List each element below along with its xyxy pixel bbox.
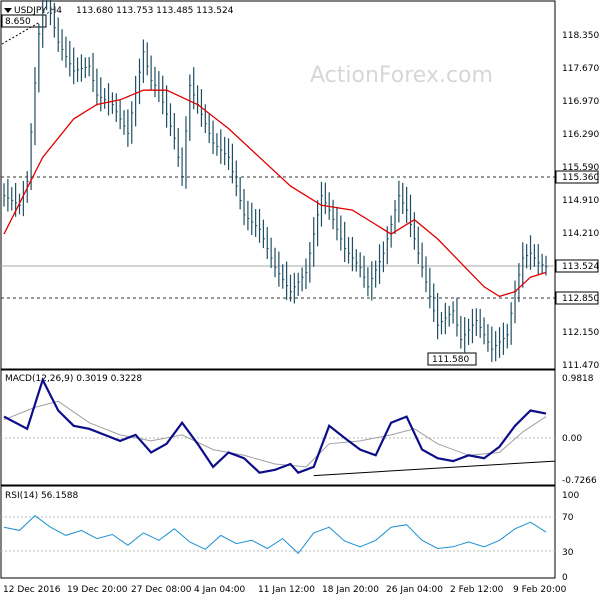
- price-tick: 115.590: [562, 163, 599, 173]
- price-label-box: [555, 259, 599, 273]
- time-tick: 11 Jan 12:00: [258, 585, 315, 595]
- time-tick: 4 Jan 04:00: [194, 585, 246, 595]
- price-tick: 117.670: [562, 64, 599, 74]
- macd-title: MACD(12,26,9) 0.3019 0.3228: [5, 374, 142, 384]
- collapse-triangle-icon[interactable]: [4, 8, 12, 13]
- price-tick: 114.210: [562, 229, 599, 239]
- moving-average-line: [3, 89, 547, 298]
- macd-panel: [0, 369, 556, 486]
- rsi-panel: [0, 485, 556, 579]
- rsi-tick: 30: [562, 548, 574, 558]
- price-tick: 118.350: [562, 31, 599, 41]
- price-tick: 114.910: [562, 196, 599, 206]
- time-tick: 18 Jan 20:00: [322, 585, 379, 595]
- macd-line: [3, 377, 547, 474]
- price-axis: 118.350 117.670 116.970 116.290 115.590 …: [562, 31, 599, 371]
- annotation-leader: [1, 21, 41, 45]
- macd-tick: -0.7266: [562, 476, 597, 486]
- time-tick: 12 Dec 2016: [3, 585, 61, 595]
- watermark: ActionForex.com: [310, 63, 493, 88]
- price-tick: 111.470: [562, 361, 599, 371]
- macd-tick: 0.00: [562, 434, 582, 444]
- time-tick: 9 Feb 20:00: [513, 585, 567, 595]
- rsi-tick: 100: [562, 491, 579, 501]
- rsi-tick: 70: [562, 513, 574, 523]
- price-tick: 112.150: [562, 328, 599, 338]
- macd-trendline: [313, 460, 556, 477]
- price-label-112850: 112.850: [562, 294, 599, 304]
- annotation-box: [427, 352, 477, 366]
- price-bars: [3, 0, 548, 362]
- time-tick: 2 Feb 12:00: [450, 585, 504, 595]
- annotation-top-left: 8.650: [5, 17, 31, 27]
- price-label-box: [555, 291, 599, 305]
- annotation-low: 111.580: [432, 355, 469, 365]
- annotation-box: [1, 14, 47, 28]
- rsi-title: RSI(14) 56.1588: [5, 491, 78, 501]
- macd-tick: 0.9818: [562, 374, 594, 384]
- time-tick: 26 Jan 04:00: [386, 585, 443, 595]
- price-tick: 116.290: [562, 130, 599, 140]
- time-tick: 27 Dec 08:00: [131, 585, 192, 595]
- time-axis: 12 Dec 2016 19 Dec 20:00 27 Dec 08:00 4 …: [3, 585, 567, 595]
- rsi-tick: 0: [562, 573, 568, 583]
- price-label-115360: 115.360: [562, 173, 599, 183]
- price-label-box: [555, 170, 599, 184]
- price-label-current: 113.524: [562, 262, 599, 272]
- price-tick: 116.970: [562, 97, 599, 107]
- price-title: USDJPY,H4: [14, 6, 62, 16]
- price-panel: [0, 0, 556, 370]
- time-tick: 19 Dec 20:00: [67, 585, 128, 595]
- ohlc-header: 113.680 113.753 113.485 113.524: [76, 6, 234, 16]
- rsi-line: [3, 515, 547, 555]
